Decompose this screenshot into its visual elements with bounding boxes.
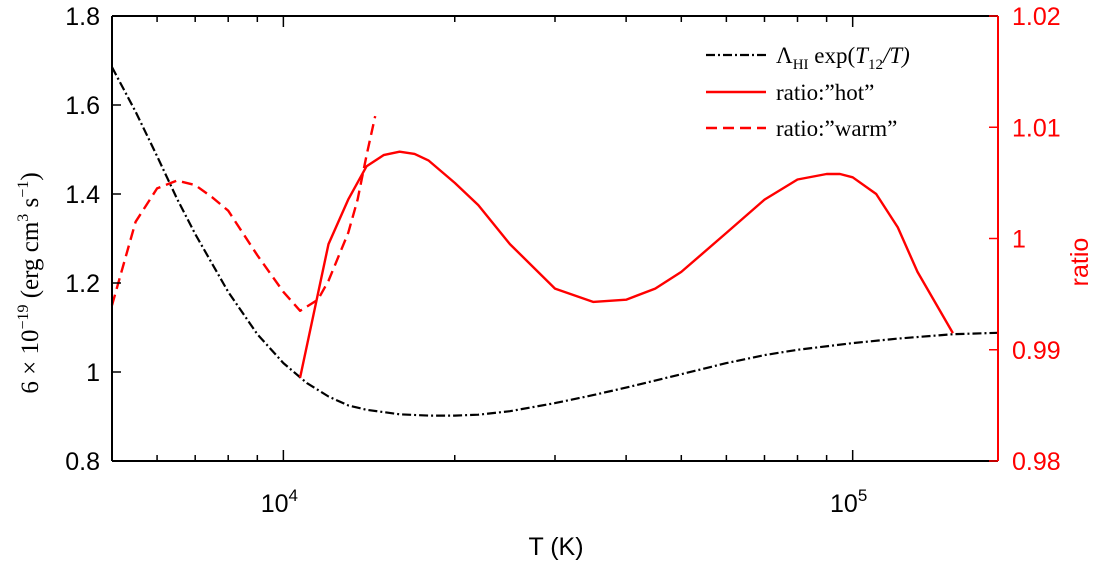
y-left-tick-label: 1.8 [65, 3, 100, 31]
legend-label-lambda: ΛHI exp(T12/T) [776, 43, 910, 73]
legend: ΛHI exp(T12/T) ratio:”hot” ratio:”warm” [706, 43, 910, 141]
legend-label-hot: ratio:”hot” [776, 80, 874, 105]
y-left-tick-label: 1.6 [65, 92, 100, 120]
y-right-tick-label: 0.99 [1012, 337, 1061, 365]
y-right-tick-label: 1.02 [1012, 3, 1061, 31]
y-right-tick-label: 1.01 [1012, 114, 1061, 142]
ratio-warm-series-line [110, 115, 377, 312]
axes-layer: 104 105 0.8 1 1.2 1.4 1.6 1.8 0.98 0.99 1 1.01 1.02 [65, 3, 1060, 518]
y-left-label-group: 6 × 10−19 (erg cm3 s−1) [15, 172, 44, 393]
ratio-hot-series-line [298, 150, 954, 378]
y-left-tick-label: 0.8 [65, 448, 100, 476]
x-axis-label: T (K) [528, 533, 583, 561]
x-tick-label: 105 [830, 486, 867, 518]
y-right-axis-label: ratio [1066, 238, 1094, 287]
series-layer [110, 66, 999, 417]
lambda-hi-series-line [111, 66, 999, 417]
y-left-tick-label: 1.2 [65, 270, 100, 298]
y-right-tick-label: 0.98 [1012, 448, 1061, 476]
x-tick-label: 104 [261, 486, 298, 518]
y-left-tick-label: 1 [86, 359, 100, 387]
y-right-label-group: ratio [1066, 238, 1094, 287]
legend-label-warm: ratio:”warm” [776, 116, 897, 141]
y-left-axis-label: 6 × 10−19 (erg cm3 s−1) [15, 172, 44, 393]
y-right-tick-label: 1 [1012, 226, 1026, 254]
y-left-tick-label: 1.4 [65, 181, 100, 209]
